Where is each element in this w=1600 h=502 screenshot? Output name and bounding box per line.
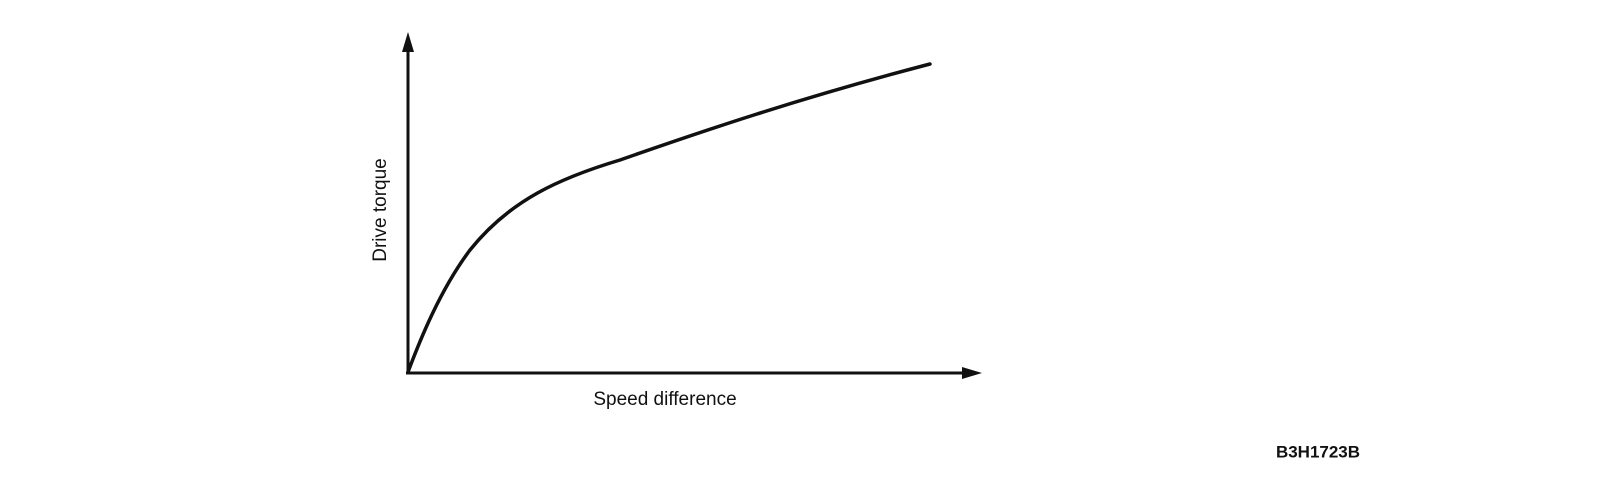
- x-axis-arrow: [962, 367, 982, 379]
- x-axis-label: Speed difference: [593, 389, 736, 410]
- y-axis-label: Drive torque: [370, 158, 391, 262]
- torque-curve: [406, 62, 932, 374]
- figure-id: B3H1723B: [1276, 442, 1360, 461]
- y-axis-arrow: [402, 32, 414, 52]
